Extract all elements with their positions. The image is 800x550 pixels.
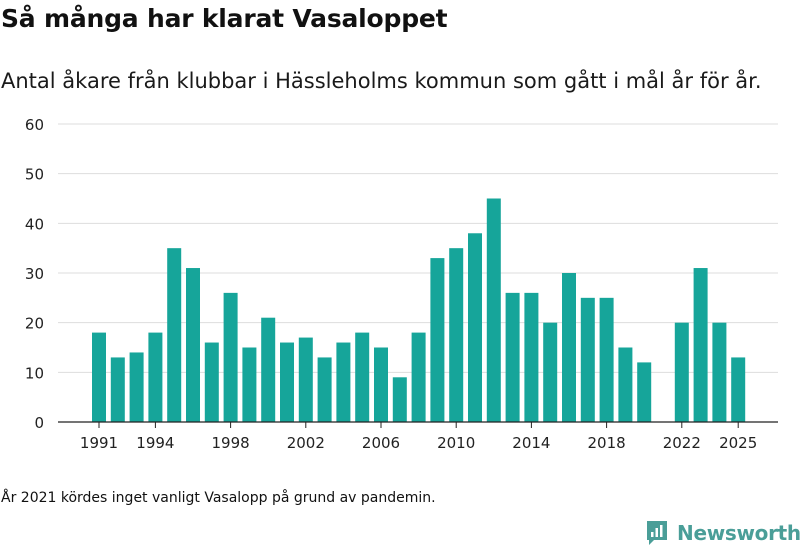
y-tick-label: 30 [25,265,44,283]
y-tick-label: 10 [25,364,44,382]
x-tick-label: 1994 [136,434,174,452]
y-axis-ticks: 0 10 20 30 40 50 60 [25,116,44,432]
bar-2023[interactable] [693,268,708,422]
x-tick-label: 2025 [719,434,757,452]
bar-1994[interactable] [148,332,163,422]
y-tick-label: 60 [25,116,44,134]
x-tick-label: 2006 [362,434,400,452]
bar-2016[interactable] [562,273,576,422]
bar-2011[interactable] [468,233,482,422]
bars [92,198,746,423]
footnote: År 2021 kördes inget vanligt Vasalopp på… [1,490,436,506]
bar-1996[interactable] [186,268,200,422]
bar-2006[interactable] [374,347,388,423]
bar-2019[interactable] [618,347,633,423]
bar-2014[interactable] [524,292,539,422]
bar-1991[interactable] [92,332,106,422]
bar-2000[interactable] [261,317,276,422]
bar-2008[interactable] [411,332,426,422]
bar-2017[interactable] [580,297,595,422]
y-tick-label: 40 [25,215,44,233]
y-tick-label: 0 [34,414,44,432]
bar-1995[interactable] [167,248,182,422]
x-tick-label: 1998 [212,434,250,452]
bar-1997[interactable] [204,342,219,422]
bar-1993[interactable] [129,352,144,422]
newsworthy-logo[interactable]: Newsworthy [645,520,800,546]
y-tick-label: 20 [25,315,44,333]
x-tick-label: 2018 [588,434,626,452]
x-tick-label: 2010 [437,434,475,452]
newsworthy-logo-icon [647,521,667,545]
x-axis-ticks: 1991 1994 1998 2002 2006 2010 2014 2018 2022 2025 [80,422,757,452]
newsworthy-logo-text: Newsworthy [677,521,800,545]
bar-2022[interactable] [674,322,689,422]
x-tick-label: 2022 [663,434,701,452]
bar-2004[interactable] [336,342,351,422]
bar-2012[interactable] [486,198,501,423]
x-tick-label: 2014 [512,434,550,452]
bar-2015[interactable] [543,322,558,422]
bar-2001[interactable] [280,342,294,422]
chart-title: Så många har klarat Vasaloppet [1,4,448,33]
bar-2024[interactable] [712,322,727,422]
bar-2003[interactable] [317,357,332,422]
bar-1992[interactable] [110,357,125,422]
bar-2013[interactable] [505,292,520,422]
bar-2007[interactable] [392,377,407,422]
bar-2005[interactable] [355,332,370,422]
bar-1998[interactable] [223,292,238,422]
x-tick-label: 2002 [287,434,325,452]
x-tick-label: 1991 [80,434,118,452]
bar-1999[interactable] [242,347,257,423]
chart-subtitle: Antal åkare från klubbar i Hässleholms k… [1,69,762,93]
bar-2020[interactable] [637,362,652,422]
bar-2025[interactable] [731,357,746,422]
y-tick-label: 50 [25,166,44,184]
bar-2002[interactable] [298,337,313,422]
bar-2010[interactable] [449,248,464,422]
bar-2018[interactable] [599,297,614,422]
bar-2009[interactable] [430,258,445,422]
